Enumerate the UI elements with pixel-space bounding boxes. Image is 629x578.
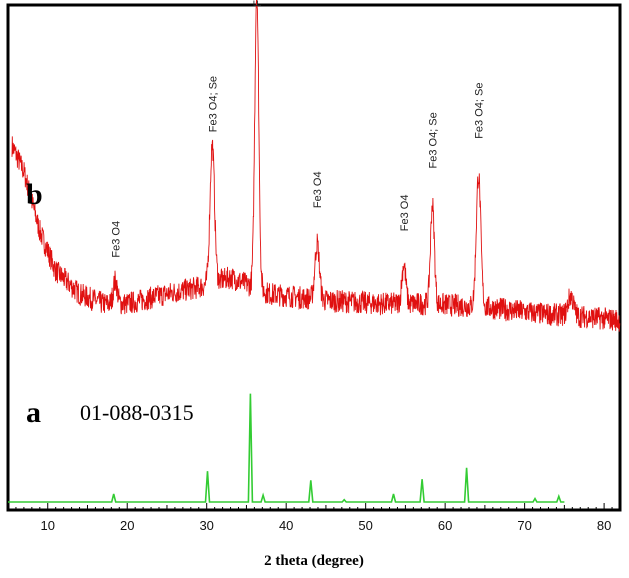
pattern-a-line <box>8 393 565 503</box>
x-axis-label: 2 theta (degree) <box>264 553 364 569</box>
x-tick-label: 30 <box>199 518 213 533</box>
peak-label: Fe3 O4 <box>110 221 122 258</box>
panel-letter-a: a <box>26 396 41 429</box>
pattern-a <box>8 393 565 503</box>
panel-letter-b: b <box>26 178 43 211</box>
peak-label: Fe3 O4 <box>312 171 324 208</box>
x-tick-label: 10 <box>41 518 55 533</box>
peak-label: Fe3 O4; Se <box>207 76 219 132</box>
peak-label: Fe3 O4 <box>252 0 264 7</box>
x-tick-label: 20 <box>120 518 134 533</box>
peak-labels: Fe3 O4 Fe3 O4; Se Fe3 O4 Fe3 O4 Fe3 O4 Fe3 O4… <box>110 0 485 258</box>
x-tick-label: 60 <box>438 518 452 533</box>
x-axis: 10 20 30 40 50 60 70 80 <box>7 503 621 533</box>
x-tick-label: 80 <box>597 518 611 533</box>
pattern-b <box>11 0 621 332</box>
peak-label: Fe3 O4; Se <box>474 83 486 139</box>
peak-label: Fe3 O4; Se <box>427 112 439 168</box>
pattern-b-line <box>11 0 621 332</box>
reference-card-label: 01-088-0315 <box>80 400 194 425</box>
peak-label: Fe3 O4 <box>399 195 411 232</box>
plot-frame <box>6 3 622 512</box>
x-tick-label: 40 <box>279 518 293 533</box>
x-tick-label: 50 <box>358 518 372 533</box>
x-tick-label: 70 <box>517 518 531 533</box>
